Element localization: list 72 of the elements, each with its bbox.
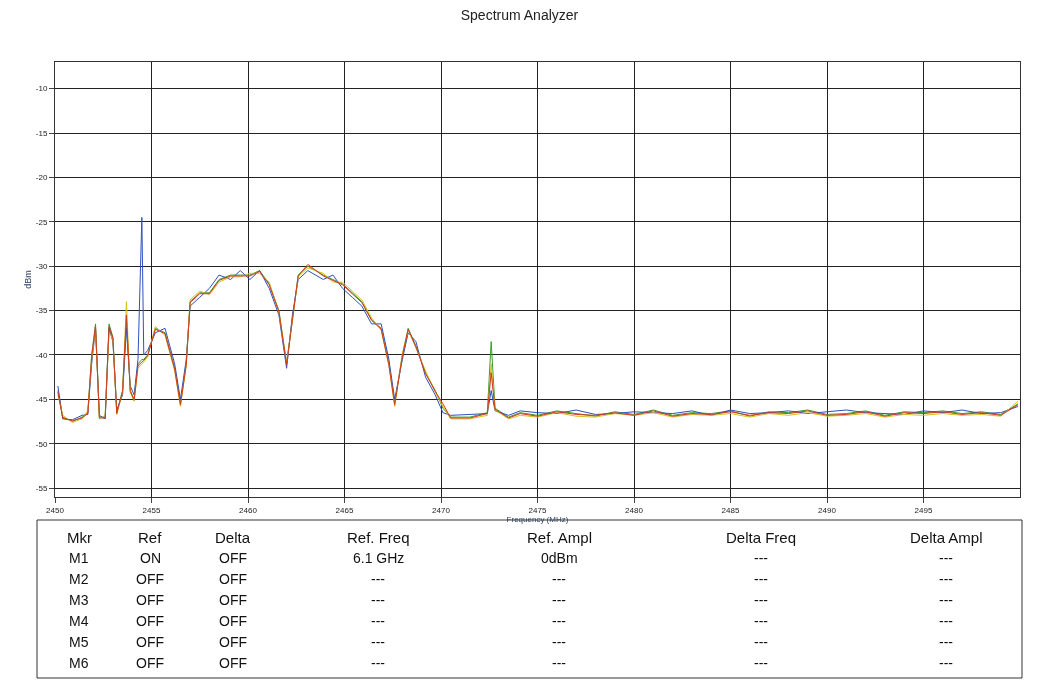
y-tick-label: -20 (35, 173, 48, 183)
text: --- (939, 571, 954, 587)
text: OFF (136, 613, 164, 629)
text: Ref (138, 529, 163, 546)
x-tick-label: 2495 (914, 505, 933, 515)
text: --- (939, 550, 954, 566)
text: --- (939, 655, 954, 671)
x-tick-label: 2475 (528, 505, 547, 515)
text: OFF (219, 613, 247, 629)
x-tick-label: 2470 (432, 505, 451, 515)
y-tick-label: -25 (35, 217, 48, 227)
text: M6 (69, 655, 89, 671)
text: OFF (219, 655, 247, 671)
y-tick-label: -45 (35, 395, 48, 405)
x-tick-label: 2480 (625, 505, 644, 515)
text: OFF (219, 634, 247, 650)
text: Delta Freq (726, 529, 797, 546)
text: --- (754, 550, 769, 566)
text: --- (552, 634, 567, 650)
text: --- (939, 634, 954, 650)
text: Ref. Ampl (527, 529, 593, 546)
y-tick-label: -10 (35, 84, 48, 94)
text: M1 (69, 550, 89, 566)
text: M3 (69, 592, 89, 608)
text: Delta Ampl (910, 529, 983, 546)
text: --- (371, 571, 386, 587)
x-tick-label: 2465 (335, 505, 354, 515)
text: OFF (136, 592, 164, 608)
y-axis-title: dBm (23, 270, 34, 289)
text: Mkr (67, 529, 92, 546)
text: M2 (69, 571, 89, 587)
text: OFF (219, 550, 247, 566)
y-tick-label: -50 (35, 439, 48, 449)
text: Delta (215, 529, 251, 546)
text: --- (371, 634, 386, 650)
text: M5 (69, 634, 89, 650)
text: --- (371, 613, 386, 629)
text: OFF (136, 571, 164, 587)
text: M4 (69, 613, 89, 629)
text: --- (552, 655, 567, 671)
text: --- (371, 655, 386, 671)
text: --- (754, 634, 769, 650)
chart-title: Spectrum Analyzer (460, 6, 579, 23)
x-tick-label: 2460 (239, 505, 258, 515)
y-tick-label: -15 (35, 128, 48, 138)
text: --- (371, 592, 386, 608)
y-tick-label: -35 (35, 306, 48, 316)
x-tick-label: 2455 (142, 505, 161, 515)
text: OFF (136, 634, 164, 650)
x-tick-label: 2485 (721, 505, 740, 515)
text: 6.1 GHz (353, 550, 405, 566)
text: 0dBm (541, 550, 578, 566)
text: --- (939, 592, 954, 608)
text: OFF (219, 592, 247, 608)
text: ON (140, 550, 161, 566)
text: OFF (136, 655, 164, 671)
y-tick-label: -30 (35, 261, 48, 271)
text: --- (754, 613, 769, 629)
text: OFF (219, 571, 247, 587)
x-tick-label: 2490 (818, 505, 837, 515)
text: Ref. Freq (347, 529, 410, 546)
x-tick-label: 2450 (46, 505, 65, 515)
x-axis-title: Frequency (MHz) (506, 514, 569, 524)
text: --- (754, 592, 769, 608)
text: --- (754, 571, 769, 587)
y-tick-label: -55 (35, 483, 48, 493)
text: --- (552, 592, 567, 608)
text: --- (939, 613, 954, 629)
text: --- (552, 613, 567, 629)
text: --- (754, 655, 769, 671)
text: --- (552, 571, 567, 587)
y-tick-label: -40 (35, 350, 48, 360)
